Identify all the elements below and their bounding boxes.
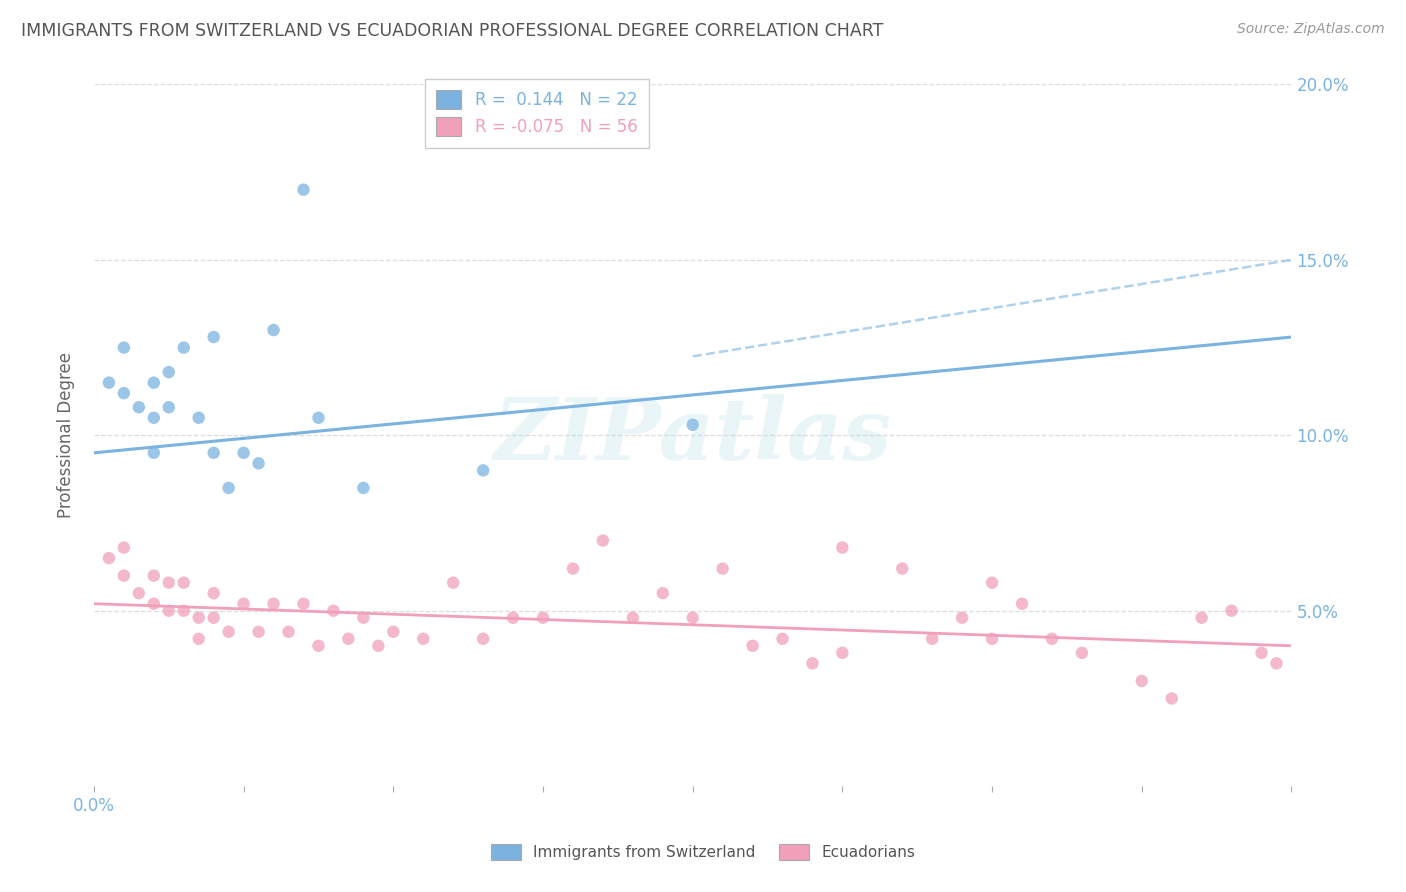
Point [112, 541, 135, 555]
Point [173, 604, 195, 618]
Point [367, 639, 389, 653]
Text: Source: ZipAtlas.com: Source: ZipAtlas.com [1237, 22, 1385, 37]
Point [292, 183, 315, 197]
Point [682, 417, 704, 432]
Point [128, 401, 150, 415]
Point [772, 632, 794, 646]
Point [97, 551, 120, 566]
Point [322, 604, 344, 618]
Point [352, 481, 374, 495]
Point [472, 463, 495, 477]
Point [292, 597, 315, 611]
Point [1070, 646, 1092, 660]
Point [142, 446, 165, 460]
Point [173, 575, 195, 590]
Point [157, 604, 180, 618]
Point [142, 410, 165, 425]
Point [308, 410, 330, 425]
Point [950, 611, 973, 625]
Point [502, 611, 524, 625]
Point [128, 586, 150, 600]
Point [173, 341, 195, 355]
Point [1265, 657, 1288, 671]
Point [831, 646, 853, 660]
Point [1130, 673, 1153, 688]
Point [1160, 691, 1182, 706]
Point [412, 632, 434, 646]
Point [472, 632, 495, 646]
Point [218, 624, 240, 639]
Legend: R =  0.144   N = 22, R = -0.075   N = 56: R = 0.144 N = 22, R = -0.075 N = 56 [425, 78, 650, 148]
Point [337, 632, 360, 646]
Point [142, 597, 165, 611]
Text: ZIPatlas: ZIPatlas [494, 393, 891, 477]
Point [981, 632, 1004, 646]
Point [112, 386, 135, 401]
Point [202, 611, 225, 625]
Point [921, 632, 943, 646]
Point [711, 561, 734, 575]
Point [157, 575, 180, 590]
Point [682, 611, 704, 625]
Point [308, 639, 330, 653]
Point [187, 410, 209, 425]
Point [142, 376, 165, 390]
Point [352, 611, 374, 625]
Legend: Immigrants from Switzerland, Ecuadorians: Immigrants from Switzerland, Ecuadorians [485, 838, 921, 866]
Point [561, 561, 583, 575]
Point [157, 365, 180, 379]
Point [187, 611, 209, 625]
Point [112, 568, 135, 582]
Point [621, 611, 644, 625]
Point [263, 597, 285, 611]
Point [232, 597, 254, 611]
Text: IMMIGRANTS FROM SWITZERLAND VS ECUADORIAN PROFESSIONAL DEGREE CORRELATION CHART: IMMIGRANTS FROM SWITZERLAND VS ECUADORIA… [21, 22, 883, 40]
Point [831, 541, 853, 555]
Point [981, 575, 1004, 590]
Point [651, 586, 673, 600]
Point [187, 632, 209, 646]
Point [382, 624, 405, 639]
Point [1040, 632, 1063, 646]
Point [157, 401, 180, 415]
Point [202, 330, 225, 344]
Point [97, 376, 120, 390]
Point [592, 533, 614, 548]
Point [801, 657, 824, 671]
Point [112, 341, 135, 355]
Point [232, 446, 254, 460]
Point [218, 481, 240, 495]
Point [1220, 604, 1243, 618]
Point [891, 561, 914, 575]
Point [247, 456, 270, 470]
Point [741, 639, 763, 653]
Point [277, 624, 299, 639]
Point [202, 586, 225, 600]
Point [263, 323, 285, 337]
Y-axis label: Professional Degree: Professional Degree [58, 352, 75, 518]
Point [1011, 597, 1033, 611]
Point [531, 611, 554, 625]
Point [1191, 611, 1213, 625]
Point [202, 446, 225, 460]
Point [1250, 646, 1272, 660]
Point [142, 568, 165, 582]
Point [441, 575, 464, 590]
Point [247, 624, 270, 639]
